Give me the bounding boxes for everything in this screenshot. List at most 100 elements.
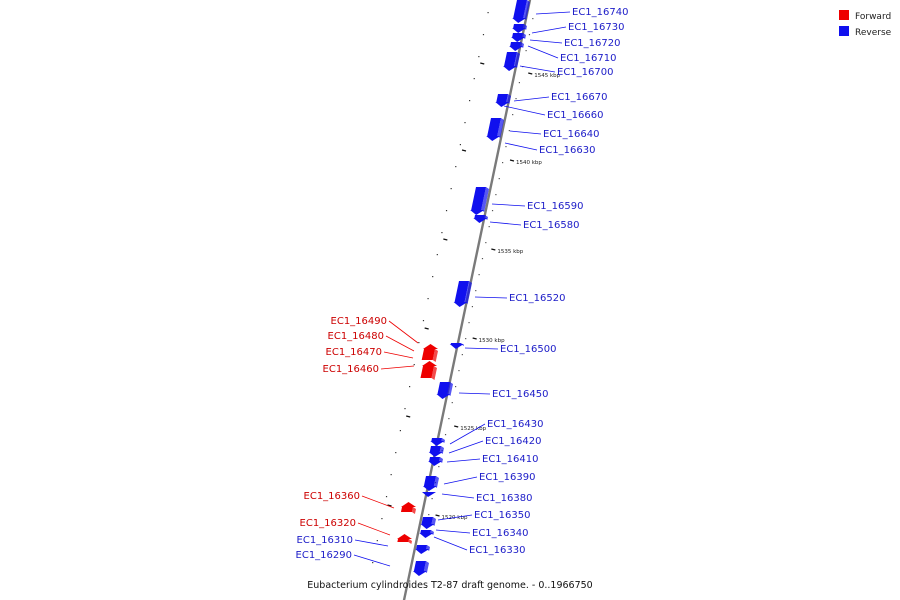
minor-tick-right: [488, 226, 490, 228]
reverse-gene-arrow: [453, 281, 472, 307]
minor-tick-left: [409, 386, 411, 388]
leader-line: [491, 203, 526, 207]
minor-ticks: [372, 12, 534, 564]
minor-tick-right: [468, 322, 470, 324]
major-tick-dash-left: [387, 504, 392, 507]
minor-tick-left: [418, 342, 420, 344]
leader-line: [385, 335, 415, 352]
gene-label-forward: EC1_16360: [304, 491, 360, 502]
minor-tick-left: [385, 496, 388, 498]
major-tick-label: 1535 kbp: [497, 249, 523, 255]
gene-label-reverse: EC1_16740: [572, 7, 628, 18]
minor-tick-left: [455, 166, 457, 168]
minor-tick-right: [481, 258, 484, 260]
major-tick-dash-right: [435, 514, 440, 517]
leader-line: [446, 458, 481, 463]
leader-line: [535, 11, 571, 15]
minor-tick-left: [482, 34, 485, 36]
leader-line: [504, 142, 538, 151]
gene-label-reverse: EC1_16670: [551, 92, 607, 103]
reverse-gene-arrow: [473, 215, 488, 223]
reverse-gene-arrow: [495, 94, 511, 107]
legend-swatch-reverse: [839, 26, 849, 36]
reverse-gene-arrow: [420, 517, 436, 529]
minor-tick-left: [372, 562, 374, 564]
minor-tick-right: [465, 338, 467, 340]
gene-label-forward: EC1_16490: [331, 316, 387, 327]
minor-tick-left: [422, 320, 425, 322]
leader-line: [437, 514, 473, 521]
minor-tick-left: [464, 122, 466, 124]
gene-label-reverse: EC1_16410: [482, 454, 538, 465]
major-tick-dash-right: [509, 159, 515, 162]
minor-tick-left: [469, 100, 471, 102]
minor-tick-right: [532, 18, 534, 20]
leader-line: [443, 476, 478, 485]
minor-tick-right: [438, 466, 440, 468]
reverse-gene-arrow: [422, 492, 436, 497]
reverse-gene-arrow: [470, 187, 489, 215]
reverse-gene-arrow: [415, 545, 430, 554]
gene-label-reverse: EC1_16500: [500, 344, 556, 355]
gene-label-reverse: EC1_16450: [492, 389, 548, 400]
leader-lines: [353, 11, 571, 567]
minor-tick-right: [431, 498, 433, 500]
gene-label-reverse: EC1_16430: [487, 419, 543, 430]
leader-line: [433, 536, 468, 551]
legend-swatch-forward: [839, 10, 849, 20]
gene-label-reverse: EC1_16520: [509, 293, 565, 304]
major-tick-dash-left: [406, 415, 411, 418]
leader-line: [531, 26, 567, 34]
major-ticks: 1545 kbp 1540 kbp 1535 kbp 1530 kbp 1525 kbp…: [387, 62, 561, 521]
minor-tick-left: [436, 254, 438, 256]
forward-gene-arrow: [421, 344, 438, 362]
major-tick-dash-left: [480, 62, 485, 65]
genome-caption: Eubacterium cylindroides T2-87 draft gen…: [307, 580, 592, 591]
major-tick-dash-right: [528, 72, 533, 75]
leader-line: [489, 221, 522, 226]
gene-label-reverse: EC1_16350: [474, 510, 530, 521]
minor-tick-right: [451, 402, 453, 404]
leader-line: [354, 539, 389, 547]
gene-label-reverse: EC1_16310: [297, 535, 353, 546]
reverse-gene-arrow: [512, 24, 527, 33]
leader-line: [527, 45, 559, 59]
forward-gene-arrow: [400, 502, 416, 514]
gene-labels: EC1_16740 EC1_16730 EC1_16720 EC1_16710 EC1_…: [296, 7, 629, 561]
minor-tick-left: [427, 298, 429, 300]
gene-label-reverse: EC1_16730: [568, 22, 624, 33]
major-tick-dash-right: [491, 248, 496, 251]
major-tick-dash-right: [472, 337, 477, 340]
reverse-gene-arrow: [436, 382, 453, 399]
minor-tick-left: [404, 408, 406, 410]
leader-line: [361, 495, 395, 509]
major-tick-label: 1530 kbp: [479, 338, 505, 344]
major-tick-dash-left: [461, 149, 467, 152]
leader-line: [474, 296, 508, 299]
legend-label-reverse: Reverse: [855, 28, 892, 38]
leader-line: [435, 529, 471, 534]
minor-tick-right: [491, 210, 494, 212]
minor-tick-right: [444, 434, 447, 436]
minor-tick-right: [505, 146, 507, 148]
minor-tick-right: [478, 274, 480, 276]
minor-tick-right: [498, 178, 500, 180]
minor-tick-left: [399, 430, 401, 432]
minor-tick-left: [445, 210, 448, 212]
major-tick-dash-left: [443, 238, 448, 241]
minor-tick-right: [502, 162, 504, 164]
gene-arrows: [397, 0, 530, 576]
forward-gene-arrow: [397, 534, 412, 544]
minor-tick-right: [485, 242, 487, 244]
leader-line: [503, 105, 546, 116]
leader-line: [441, 493, 475, 499]
minor-tick-right: [448, 418, 450, 420]
minor-tick-right: [512, 114, 514, 116]
gene-label-reverse: EC1_16710: [560, 53, 616, 64]
leader-line: [529, 39, 563, 44]
reverse-gene-arrow: [486, 118, 504, 141]
leader-line: [464, 347, 499, 350]
minor-tick-left: [478, 56, 480, 58]
legend: Forward Reverse: [839, 10, 892, 38]
gene-label-reverse: EC1_16630: [539, 145, 595, 156]
